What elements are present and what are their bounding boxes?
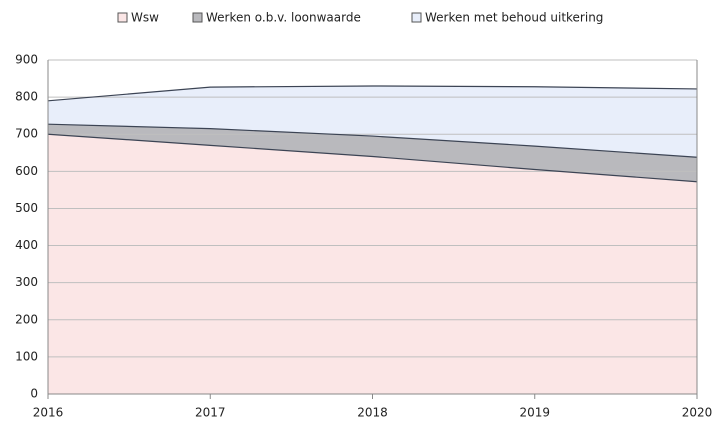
area bbox=[48, 124, 697, 182]
x-tick-label: 2018 bbox=[357, 406, 388, 420]
y-tick-label: 800 bbox=[15, 90, 38, 104]
y-tick-label: 400 bbox=[15, 238, 38, 252]
area bbox=[48, 85, 697, 158]
legend-label: Wsw bbox=[131, 11, 159, 25]
x-tick-label: 2017 bbox=[195, 406, 226, 420]
area-edge bbox=[47, 85, 698, 102]
area-edge bbox=[47, 123, 698, 158]
x-tick-label: 2016 bbox=[33, 406, 64, 420]
area-edge bbox=[47, 133, 698, 183]
y-tick-label: 700 bbox=[15, 127, 38, 141]
y-tick-label: 500 bbox=[15, 201, 38, 215]
y-tick-label: 600 bbox=[15, 164, 38, 178]
x-tick-label: 2020 bbox=[682, 406, 713, 420]
y-tick-label: 300 bbox=[15, 275, 38, 289]
legend-label: Werken met behoud uitkering bbox=[425, 11, 603, 25]
legend-label: Werken o.b.v. loonwaarde bbox=[206, 11, 361, 25]
legend-swatch bbox=[411, 12, 422, 23]
x-tick-label: 2019 bbox=[519, 406, 550, 420]
y-tick-label: 200 bbox=[15, 312, 38, 326]
y-tick-label: 100 bbox=[15, 349, 38, 363]
area bbox=[48, 134, 697, 394]
legend-swatch bbox=[192, 12, 203, 23]
y-tick-label: 900 bbox=[15, 53, 38, 67]
legend-swatch bbox=[117, 12, 128, 23]
y-tick-label: 0 bbox=[30, 387, 38, 401]
